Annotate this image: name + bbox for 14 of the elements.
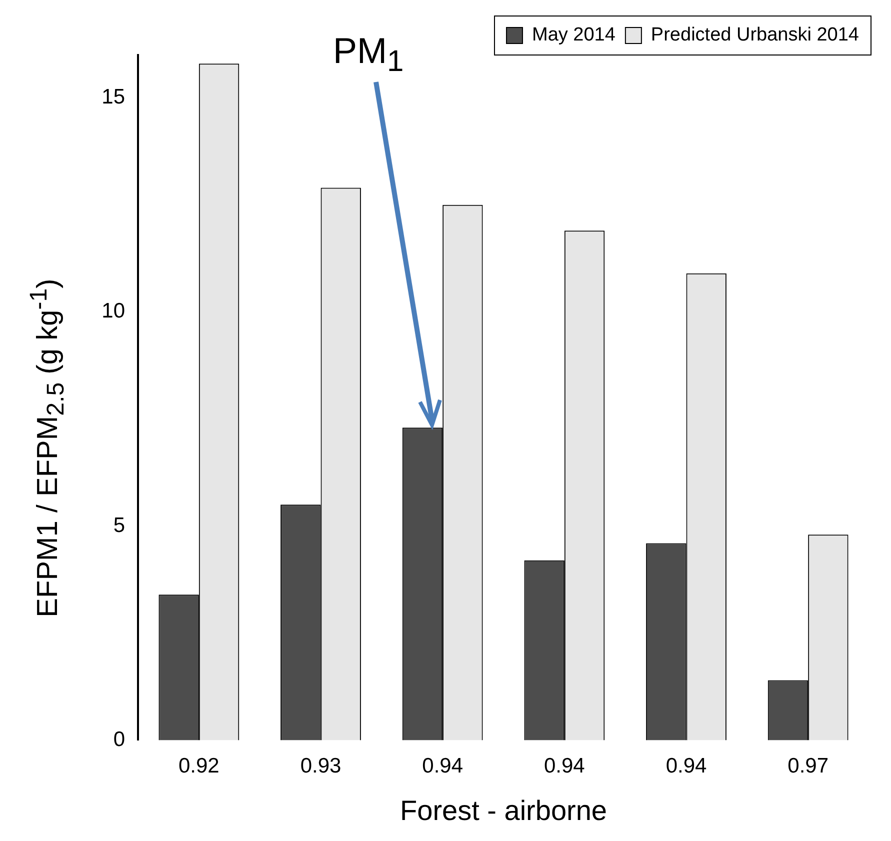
x-axis-title: Forest - airborne bbox=[400, 794, 607, 826]
x-tick-label: 0.94 bbox=[422, 754, 464, 778]
x-tick-label: 0.92 bbox=[178, 754, 220, 778]
y-tick-label: 0 bbox=[113, 728, 125, 751]
legend-label: Predicted Urbanski 2014 bbox=[650, 24, 860, 46]
x-tick-label: 0.97 bbox=[788, 754, 829, 778]
x-tick-label: 0.94 bbox=[666, 754, 708, 778]
y-tick-label: 5 bbox=[113, 514, 125, 537]
y-tick-label: 10 bbox=[102, 300, 125, 323]
annotation: PM$_{1}$ bbox=[333, 30, 404, 80]
y-tick-label: 15 bbox=[102, 86, 125, 109]
legend-label: May 2014 bbox=[532, 24, 616, 46]
x-tick-label: 0.94 bbox=[544, 754, 586, 778]
x-tick-label: 0.93 bbox=[300, 754, 342, 778]
